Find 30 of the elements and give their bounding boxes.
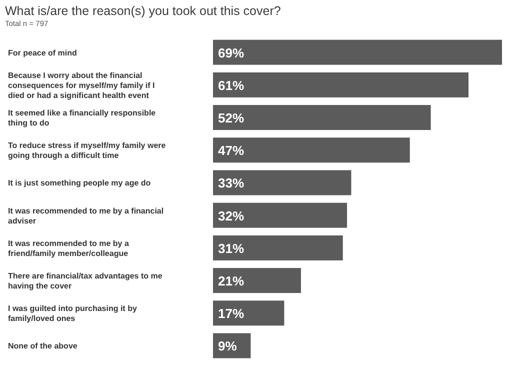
bar — [213, 40, 502, 65]
bar — [213, 170, 352, 196]
data-label: 32% — [218, 208, 244, 224]
y-tick-label: It seemed like a financially responsible thing to do — [8, 108, 156, 128]
y-tick-label: It was recommended to me by a financial adviser — [8, 206, 164, 226]
bar — [213, 72, 468, 98]
bar — [213, 235, 343, 260]
chart-title: What is/are the reason(s) you took out this cover? — [5, 4, 281, 18]
bar — [213, 268, 301, 293]
y-tick-label: None of the above — [8, 342, 78, 351]
y-tick-label: Because I worry about the financial consequences for myself/my family if I died or had a significant health event — [8, 70, 155, 100]
data-label: 21% — [218, 274, 244, 288]
y-tick-label: It was recommended to me by a friend/family member/colleague — [8, 238, 130, 258]
bar — [213, 138, 410, 163]
y-tick-label: For peace of mind — [8, 48, 78, 58]
y-tick-label: I was guilted into purchasing it by family/loved ones — [8, 304, 138, 324]
data-label: 9% — [218, 338, 238, 354]
bar — [213, 300, 284, 326]
data-label: 33% — [218, 176, 244, 191]
data-label: 17% — [218, 306, 244, 322]
bar — [213, 202, 348, 228]
data-label: 61% — [218, 78, 244, 93]
bar — [213, 105, 431, 130]
data-label: 69% — [218, 45, 244, 60]
y-tick-label: It is just something people my age do — [8, 178, 151, 188]
y-tick-label: To reduce stress if myself/my family were going through a difficult time — [8, 141, 166, 160]
data-label: 31% — [218, 240, 244, 256]
data-label: 47% — [218, 143, 244, 158]
data-label: 52% — [218, 110, 244, 126]
y-tick-label: There are financial/tax advantages to me having the cover — [8, 272, 163, 290]
